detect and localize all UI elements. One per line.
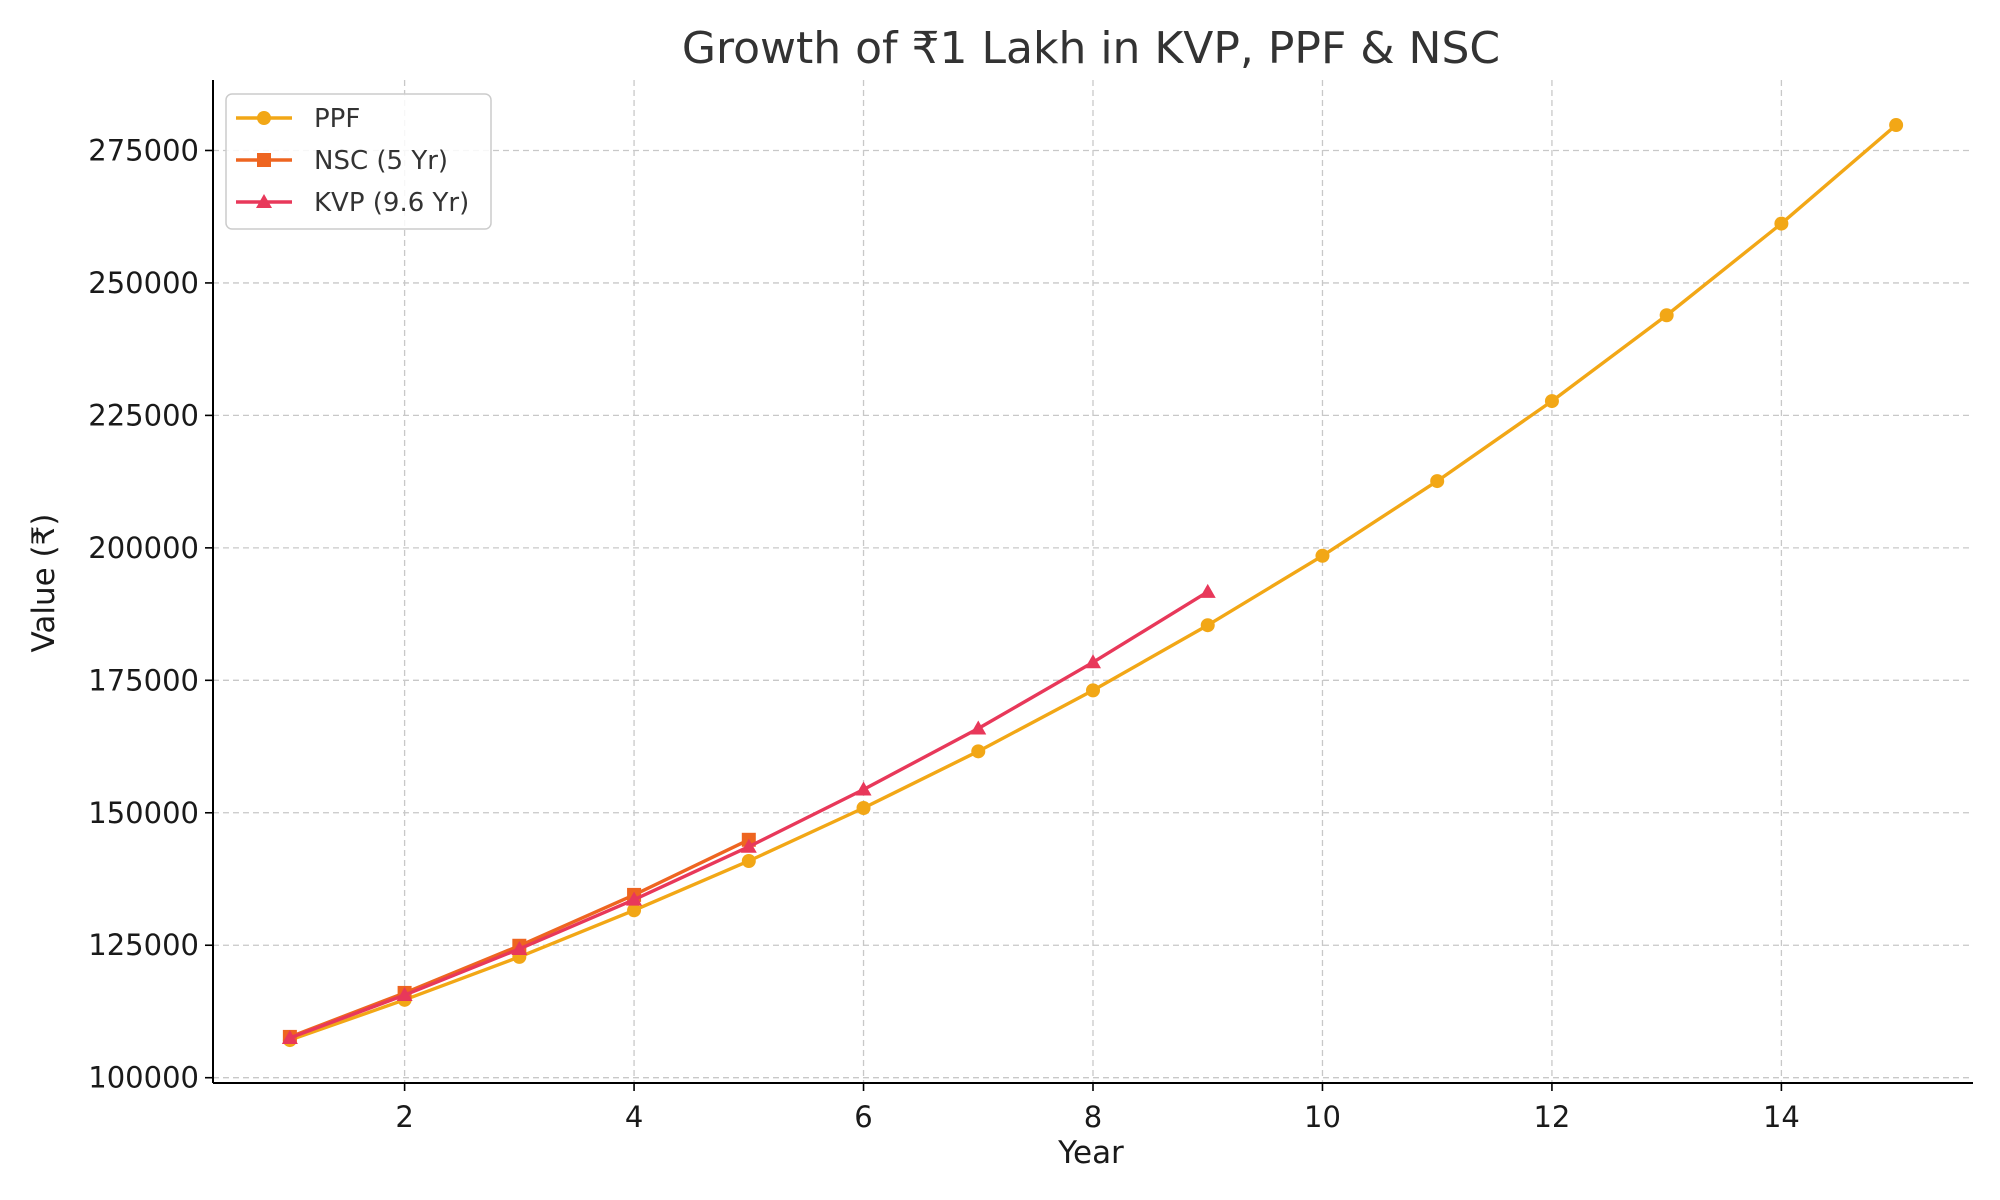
series (281, 118, 1904, 1048)
x-axis-label: Year (1057, 1135, 1124, 1171)
legend-label: KVP (9.6 Yr) (314, 188, 469, 218)
legend-label: NSC (5 Yr) (314, 146, 448, 176)
data-point-ppf (971, 744, 986, 759)
data-point-kvp-9-6-yr (626, 891, 643, 906)
legend-item-kvp-9-6-yr: KVP (9.6 Yr) (236, 188, 469, 218)
data-point-ppf (1315, 548, 1330, 563)
legend-entries: PPF NSC (5 Yr) KVP (9.6 Yr) (236, 104, 469, 218)
data-point-ppf (1774, 216, 1789, 231)
data-point-ppf (1200, 618, 1215, 633)
x-tick-label: 4 (625, 1100, 643, 1134)
x-tick-label: 14 (1763, 1100, 1800, 1134)
y-tick-label: 175000 (88, 663, 199, 697)
chart-title: Growth of ₹1 Lakh in KVP, PPF & NSC (682, 23, 1500, 74)
series-line-nsc-5-yr (289, 838, 750, 1039)
data-point-ppf (627, 903, 642, 918)
y-tick-label: 275000 (88, 133, 199, 167)
data-point-ppf (741, 853, 756, 868)
series-line-kvp-9-6-yr (289, 590, 1209, 1040)
data-point-ppf (1086, 683, 1100, 698)
x-tick-label: 6 (854, 1100, 872, 1134)
data-point-kvp-9-6-yr (396, 987, 413, 1002)
legend-box (225, 93, 492, 230)
y-tick-label: 200000 (88, 531, 199, 565)
series-kvp-9-6-yr (281, 583, 1216, 1044)
data-point-ppf (1889, 118, 1904, 133)
y-axis-label: Value (₹) (26, 514, 62, 653)
data-point-ppf (1659, 308, 1674, 323)
x-tick-label: 10 (1304, 1100, 1341, 1134)
x-tick-label: 2 (395, 1100, 413, 1134)
data-point-ppf (1430, 474, 1445, 489)
data-point-ppf (856, 801, 871, 816)
x-tick-label: 12 (1533, 1100, 1570, 1134)
legend-marker (257, 111, 271, 125)
y-tick-label: 225000 (88, 398, 199, 432)
grid (213, 80, 1973, 1083)
legend: PPF NSC (5 Yr) KVP (9.6 Yr) (225, 93, 492, 230)
data-point-kvp-9-6-yr (281, 1029, 298, 1044)
legend-marker (256, 194, 272, 208)
legend-label: PPF (314, 104, 360, 134)
legend-marker (257, 153, 271, 167)
data-point-kvp-9-6-yr (1199, 583, 1216, 598)
y-ticks: 100000 125000 150000 175000 200000 225000 2500… (88, 133, 213, 1095)
y-tick-label: 150000 (88, 796, 199, 830)
data-point-kvp-9-6-yr (970, 720, 987, 735)
data-point-kvp-9-6-yr (740, 838, 757, 853)
legend-item-nsc-5-yr: NSC (5 Yr) (236, 146, 448, 176)
data-point-kvp-9-6-yr (511, 940, 528, 955)
data-point-ppf (1544, 394, 1559, 409)
y-tick-label: 125000 (88, 928, 199, 962)
x-ticks: 2 4 6 8 10 12 14 (395, 1083, 1800, 1134)
data-point-kvp-9-6-yr (1085, 654, 1101, 669)
data-point-kvp-9-6-yr (855, 781, 872, 796)
y-tick-label: 100000 (88, 1061, 199, 1095)
x-tick-label: 8 (1084, 1100, 1102, 1134)
y-tick-label: 250000 (88, 266, 199, 300)
legend-item-ppf: PPF (236, 104, 360, 134)
